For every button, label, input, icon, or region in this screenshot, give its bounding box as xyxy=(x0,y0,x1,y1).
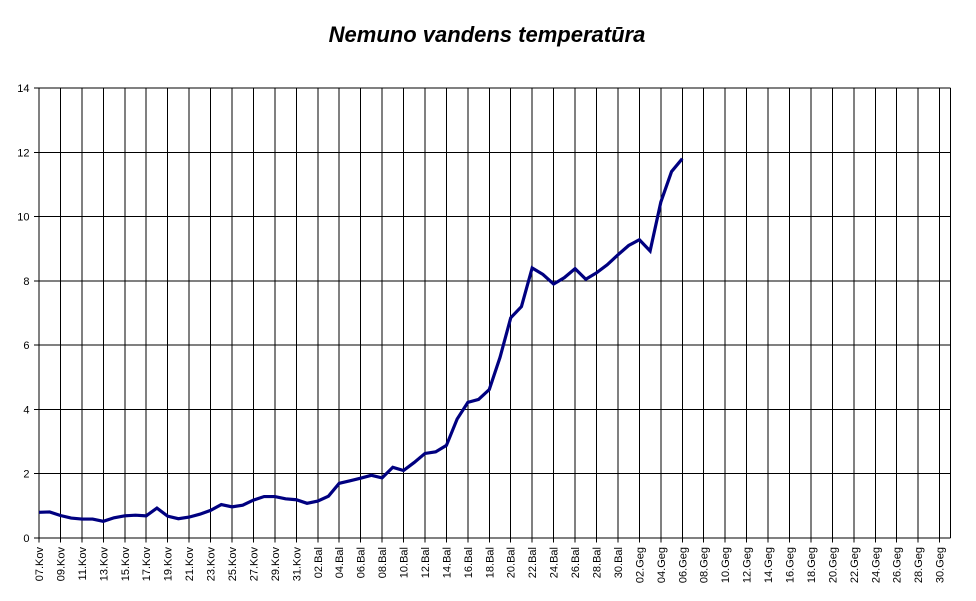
svg-text:29.Kov: 29.Kov xyxy=(270,547,282,582)
svg-text:14.Geg: 14.Geg xyxy=(763,547,775,583)
svg-text:21.Kov: 21.Kov xyxy=(184,547,196,582)
svg-text:14.Bal: 14.Bal xyxy=(441,547,453,578)
svg-text:12.Geg: 12.Geg xyxy=(742,547,754,583)
svg-text:8: 8 xyxy=(23,276,29,288)
svg-text:23.Kov: 23.Kov xyxy=(206,547,218,582)
svg-text:04.Bal: 04.Bal xyxy=(334,547,346,578)
svg-text:28.Bal: 28.Bal xyxy=(592,547,604,578)
svg-text:20.Geg: 20.Geg xyxy=(827,547,839,583)
svg-text:10.Bal: 10.Bal xyxy=(399,547,411,578)
svg-text:07.Kov: 07.Kov xyxy=(34,547,46,582)
svg-text:11.Kov: 11.Kov xyxy=(77,547,89,581)
svg-text:18.Geg: 18.Geg xyxy=(806,547,818,583)
svg-text:22.Bal: 22.Bal xyxy=(527,547,539,578)
svg-text:16.Bal: 16.Bal xyxy=(463,547,475,578)
svg-text:14: 14 xyxy=(17,83,29,95)
svg-text:30.Geg: 30.Geg xyxy=(935,547,947,583)
svg-text:02.Bal: 02.Bal xyxy=(313,547,325,578)
svg-text:28.Geg: 28.Geg xyxy=(913,547,925,583)
svg-text:27.Kov: 27.Kov xyxy=(248,547,260,582)
svg-text:2: 2 xyxy=(23,469,29,481)
svg-text:12.Bal: 12.Bal xyxy=(420,547,432,578)
svg-text:06.Bal: 06.Bal xyxy=(356,547,368,578)
svg-text:15.Kov: 15.Kov xyxy=(120,547,132,582)
svg-text:31.Kov: 31.Kov xyxy=(291,547,303,582)
svg-text:04.Geg: 04.Geg xyxy=(656,547,668,583)
svg-text:19.Kov: 19.Kov xyxy=(163,547,175,582)
svg-text:09.Kov: 09.Kov xyxy=(55,547,67,582)
svg-text:Nemuno vandens temperatūra: Nemuno vandens temperatūra xyxy=(329,22,646,47)
svg-text:20.Bal: 20.Bal xyxy=(506,547,518,578)
svg-text:6: 6 xyxy=(23,340,29,352)
svg-text:16.Geg: 16.Geg xyxy=(784,547,796,583)
svg-text:08.Bal: 08.Bal xyxy=(377,547,389,578)
svg-text:26.Geg: 26.Geg xyxy=(892,547,904,583)
svg-text:13.Kov: 13.Kov xyxy=(98,547,110,582)
svg-text:0: 0 xyxy=(23,533,29,545)
svg-text:22.Geg: 22.Geg xyxy=(849,547,861,583)
svg-text:30.Bal: 30.Bal xyxy=(613,547,625,578)
svg-text:18.Bal: 18.Bal xyxy=(484,547,496,578)
svg-text:26.Bal: 26.Bal xyxy=(570,547,582,578)
svg-text:10: 10 xyxy=(17,212,29,224)
svg-text:24.Geg: 24.Geg xyxy=(870,547,882,583)
svg-text:4: 4 xyxy=(23,404,29,416)
svg-text:17.Kov: 17.Kov xyxy=(141,547,153,582)
svg-text:06.Geg: 06.Geg xyxy=(677,547,689,583)
svg-text:25.Kov: 25.Kov xyxy=(227,547,239,582)
svg-text:02.Geg: 02.Geg xyxy=(634,547,646,583)
svg-text:08.Geg: 08.Geg xyxy=(699,547,711,583)
svg-text:12: 12 xyxy=(17,147,29,159)
svg-text:10.Geg: 10.Geg xyxy=(720,547,732,583)
svg-text:24.Bal: 24.Bal xyxy=(549,547,561,578)
